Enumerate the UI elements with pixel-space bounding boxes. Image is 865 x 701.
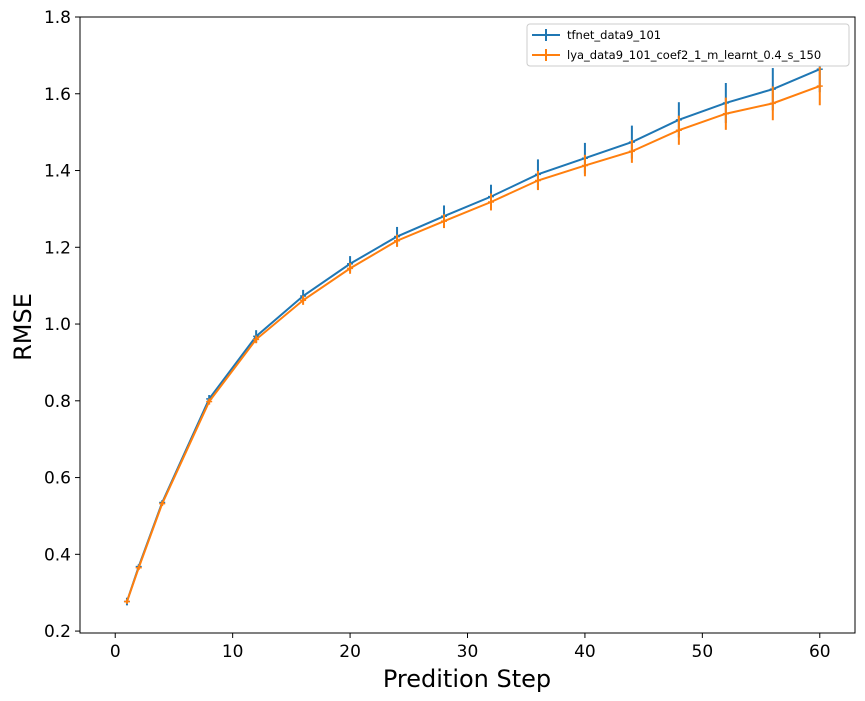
x-tick-label: 10 <box>222 642 244 662</box>
y-tick-label: 0.8 <box>44 392 71 412</box>
y-tick-label: 0.2 <box>44 622 71 642</box>
series-line <box>126 68 821 602</box>
y-axis-label: RMSE <box>9 293 37 361</box>
y-tick-label: 0.4 <box>44 545 71 565</box>
legend: tfnet_data9_101 lya_data9_101_coef2_1_m_l… <box>526 23 850 67</box>
plot-area <box>79 16 856 634</box>
x-tick-label: 50 <box>692 642 714 662</box>
legend-label: tfnet_data9_101 <box>567 28 661 42</box>
x-tick-label: 30 <box>457 642 479 662</box>
series-2 <box>123 66 823 604</box>
x-tick-label: 20 <box>339 642 361 662</box>
legend-box <box>526 23 850 67</box>
y-tick-label: 1.8 <box>44 8 71 28</box>
ticks-layer: 0 10 20 30 40 50 60 0.2 0.4 0.6 0.8 1.0 1.2 1.4 1.6 1.8 <box>44 8 831 662</box>
y-tick-label: 1.6 <box>44 85 71 105</box>
legend-label: lya_data9_101_coef2_1_m_learnt_0.4_s_150 <box>567 48 821 62</box>
series-line <box>126 85 821 602</box>
series-1 <box>123 46 823 606</box>
plot-frame <box>79 16 856 634</box>
y-tick-label: 1.0 <box>44 315 71 335</box>
y-tick-label: 1.4 <box>44 162 71 182</box>
y-tick-label: 1.2 <box>44 238 71 258</box>
y-tick-label: 0.6 <box>44 469 71 489</box>
x-tick-label: 40 <box>574 642 596 662</box>
x-axis-label: Predition Step <box>383 665 551 693</box>
series-layer <box>123 46 823 606</box>
x-tick-label: 60 <box>809 642 831 662</box>
x-tick-label: 0 <box>110 642 121 662</box>
